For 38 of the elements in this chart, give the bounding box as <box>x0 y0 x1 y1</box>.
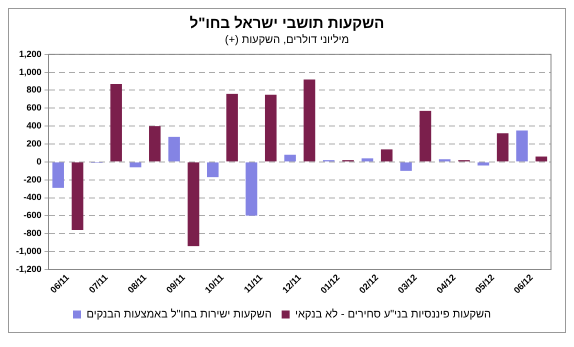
bar <box>149 126 161 162</box>
bar <box>362 158 374 162</box>
y-tick-label: 600 <box>26 102 42 113</box>
bar <box>516 130 528 162</box>
bar <box>206 162 219 178</box>
y-tick-label: -800 <box>24 228 42 238</box>
chart-title: השקעות תושבי ישראל בחו"ל <box>188 14 386 32</box>
y-tick-label: 1,000 <box>18 66 42 77</box>
bar <box>536 156 548 162</box>
bar <box>130 162 142 168</box>
bar <box>52 162 64 188</box>
y-tick-label: 400 <box>26 120 42 131</box>
legend-label: השקעות פיננסיות בני"ע סחירים - לא בנקאי <box>295 308 492 321</box>
bar <box>246 162 258 216</box>
bar <box>304 79 316 162</box>
bar <box>284 154 296 162</box>
y-tick-label: -600 <box>24 210 42 220</box>
bar <box>380 149 393 162</box>
y-tick-label: -400 <box>24 192 42 202</box>
y-tick-label: -200 <box>24 174 42 184</box>
legend-label: השקעות ישירות בחו"ל באמצעות הבנקים <box>86 308 272 321</box>
chart-subtitle: מיליוני דולרים, השקעות (+) <box>224 33 350 46</box>
bar <box>72 162 84 230</box>
bar <box>188 162 200 246</box>
y-tick-label: 0 <box>36 156 42 166</box>
bar <box>478 162 490 166</box>
bar <box>110 84 122 162</box>
bar <box>226 94 238 162</box>
y-tick-label: -1,200 <box>16 264 42 274</box>
bar <box>264 94 277 162</box>
y-tick-label: 1,200 <box>18 48 42 59</box>
y-tick-label: 200 <box>26 138 42 148</box>
bar <box>496 133 508 162</box>
y-tick-label: -1,000 <box>16 246 42 256</box>
y-tick-label: 800 <box>26 84 42 95</box>
bar <box>420 110 432 162</box>
bar <box>168 136 180 162</box>
bar <box>400 162 412 171</box>
